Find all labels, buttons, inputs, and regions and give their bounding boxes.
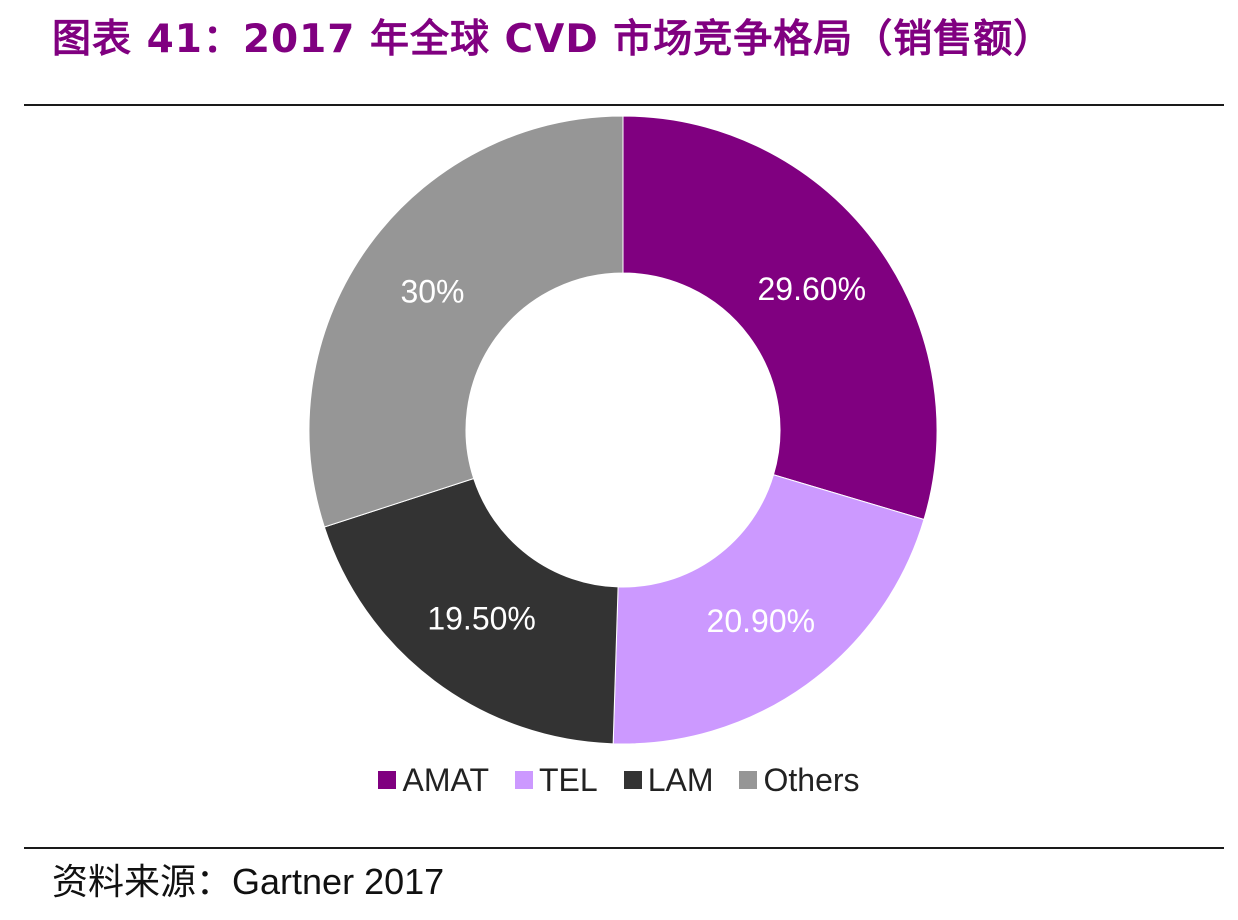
legend-item-amat: AMAT	[378, 762, 489, 799]
source-label: 资料来源：	[52, 862, 233, 903]
data-label-tel: 20.90%	[707, 603, 816, 639]
legend-label-others: Others	[763, 761, 860, 798]
legend-item-lam: LAM	[623, 761, 714, 799]
top-divider	[24, 104, 1224, 106]
legend-swatch-tel	[515, 771, 533, 789]
data-label-amat: 29.60%	[758, 271, 867, 307]
slice-amat	[622, 115, 938, 521]
legend-item-others: Others	[739, 761, 860, 799]
data-label-others: 30%	[400, 274, 464, 310]
slice-others	[308, 115, 624, 528]
chart-title: 图表 41：2017 年全球 CVD 市场竞争格局（销售额）	[52, 17, 1054, 62]
legend-label-tel: TEL	[539, 761, 598, 798]
legend-item-tel: TEL	[515, 762, 598, 799]
chart-legend: AMAT TEL LAM Others	[0, 758, 1238, 802]
data-label-lam: 19.50%	[427, 600, 536, 636]
source-value: Gartner 2017	[232, 861, 445, 902]
donut-slices	[308, 115, 938, 745]
legend-swatch-lam	[623, 771, 642, 789]
legend-swatch-others	[739, 771, 758, 789]
legend-label-amat: AMAT	[402, 761, 489, 798]
slice-tel	[612, 474, 925, 745]
legend-label-lam: LAM	[647, 761, 714, 798]
slice-lam	[323, 477, 619, 745]
bottom-divider	[24, 847, 1224, 849]
donut-data-labels: 29.60% 20.90% 19.50% 30%	[400, 271, 866, 639]
source-note: 资料来源：Gartner 2017	[52, 856, 444, 909]
legend-swatch-amat	[378, 771, 397, 789]
